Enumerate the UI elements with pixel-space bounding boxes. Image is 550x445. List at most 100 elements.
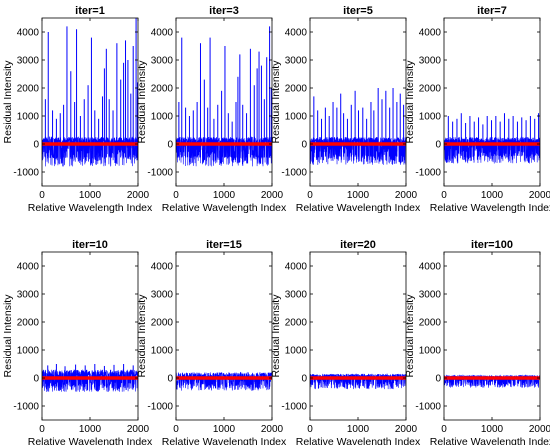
y-tick-label: 1000 (285, 112, 308, 123)
x-tick-label: 1000 (347, 424, 370, 435)
x-tick-label: 2000 (261, 190, 284, 201)
y-tick-label: 3000 (17, 290, 40, 301)
y-tick-label: 3000 (285, 56, 308, 67)
y-tick-label: 4000 (151, 262, 174, 273)
subplot-title: iter=20 (340, 239, 376, 251)
y-tick-label: 0 (301, 140, 307, 151)
x-tick-label: 2000 (127, 190, 150, 201)
x-tick-label: 2000 (395, 190, 418, 201)
plot-area (176, 252, 272, 420)
y-tick-label: 2000 (419, 318, 442, 329)
data-layer (176, 371, 272, 391)
y-tick-label: 4000 (419, 28, 442, 39)
data-layer (176, 26, 272, 167)
y-tick-label: -1000 (281, 168, 307, 179)
x-axis-label: Relative Wavelength Index (28, 202, 153, 214)
y-tick-label: 4000 (419, 262, 442, 273)
data-layer (444, 374, 540, 388)
plot-area (42, 252, 138, 420)
y-tick-label: 1000 (151, 112, 174, 123)
residual-trace (176, 371, 272, 391)
y-tick-label: 1000 (17, 112, 40, 123)
x-axis-label: Relative Wavelength Index (296, 436, 421, 445)
plot-area (310, 18, 406, 186)
y-tick-label: 1000 (419, 346, 442, 357)
y-tick-label: 2000 (151, 318, 174, 329)
data-layer (42, 364, 138, 392)
y-axis-label: Residual Intensity (404, 60, 416, 144)
y-tick-label: 4000 (151, 28, 174, 39)
y-axis-label: Residual Intensity (136, 294, 148, 378)
y-tick-label: 0 (167, 374, 173, 385)
x-tick-label: 1000 (481, 190, 504, 201)
subplot-title: iter=5 (343, 5, 373, 17)
plot-area (310, 252, 406, 420)
x-axis-label: Relative Wavelength Index (296, 202, 421, 214)
subplot-title: iter=15 (206, 239, 242, 251)
x-tick-label: 0 (441, 190, 447, 201)
y-tick-label: -1000 (281, 402, 307, 413)
x-axis-label: Relative Wavelength Index (430, 436, 550, 445)
subplot-title: iter=1 (75, 5, 105, 17)
y-tick-label: 0 (435, 140, 441, 151)
x-tick-label: 0 (173, 190, 179, 201)
y-tick-label: 1000 (151, 346, 174, 357)
x-axis-label: Relative Wavelength Index (162, 202, 287, 214)
data-layer (42, 18, 138, 167)
y-tick-label: 0 (33, 140, 39, 151)
subplot-title: iter=10 (72, 239, 108, 251)
y-tick-label: 4000 (17, 262, 40, 273)
y-tick-label: -1000 (415, 168, 441, 179)
y-tick-label: -1000 (147, 168, 173, 179)
y-axis-label: Residual Intensity (2, 60, 14, 144)
y-tick-label: 2000 (17, 318, 40, 329)
x-tick-label: 2000 (127, 424, 150, 435)
y-axis-label: Residual Intensity (270, 60, 282, 144)
x-tick-label: 2000 (529, 424, 550, 435)
y-tick-label: 2000 (285, 318, 308, 329)
x-tick-label: 0 (441, 424, 447, 435)
y-tick-label: 4000 (285, 28, 308, 39)
y-tick-label: 4000 (285, 262, 308, 273)
y-tick-label: 1000 (285, 346, 308, 357)
y-tick-label: -1000 (147, 402, 173, 413)
y-tick-label: -1000 (13, 402, 39, 413)
x-tick-label: 0 (39, 190, 45, 201)
y-tick-label: 0 (435, 374, 441, 385)
residual-trace (42, 136, 138, 167)
y-tick-label: -1000 (13, 168, 39, 179)
subplot-title: iter=7 (477, 5, 507, 17)
y-tick-label: 2000 (285, 84, 308, 95)
y-tick-label: 3000 (151, 290, 174, 301)
subplot-title: iter=3 (209, 5, 239, 17)
plot-area (444, 252, 540, 420)
y-axis-label: Residual Intensity (270, 294, 282, 378)
y-tick-label: 3000 (419, 56, 442, 67)
data-layer (444, 113, 540, 164)
x-tick-label: 0 (173, 424, 179, 435)
x-tick-label: 1000 (347, 190, 370, 201)
y-tick-label: -1000 (415, 402, 441, 413)
y-axis-label: Residual Intensity (2, 294, 14, 378)
y-tick-label: 4000 (17, 28, 40, 39)
y-tick-label: 0 (301, 374, 307, 385)
x-tick-label: 2000 (395, 424, 418, 435)
y-axis-label: Residual Intensity (404, 294, 416, 378)
x-tick-label: 1000 (213, 424, 236, 435)
x-axis-label: Relative Wavelength Index (28, 436, 153, 445)
residual-trace (42, 369, 138, 392)
y-tick-label: 1000 (17, 346, 40, 357)
y-tick-label: 0 (167, 140, 173, 151)
y-tick-label: 3000 (17, 56, 40, 67)
x-tick-label: 0 (307, 190, 313, 201)
y-axis-label: Residual Intensity (136, 60, 148, 144)
y-tick-label: 3000 (151, 56, 174, 67)
